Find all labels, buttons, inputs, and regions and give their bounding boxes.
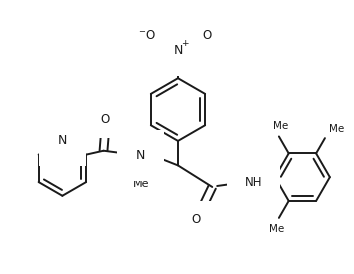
Text: N: N <box>136 149 145 162</box>
Text: $^{-}$O: $^{-}$O <box>138 28 156 42</box>
Text: Me: Me <box>132 179 149 189</box>
Text: Me: Me <box>273 121 289 131</box>
Text: N: N <box>173 44 183 57</box>
Text: O: O <box>101 113 110 126</box>
Text: N: N <box>58 135 67 147</box>
Text: Me: Me <box>329 124 344 134</box>
Text: +: + <box>181 39 189 48</box>
Text: NH: NH <box>245 176 262 189</box>
Text: Me: Me <box>269 224 285 234</box>
Text: O: O <box>203 28 212 42</box>
Text: O: O <box>191 213 200 226</box>
